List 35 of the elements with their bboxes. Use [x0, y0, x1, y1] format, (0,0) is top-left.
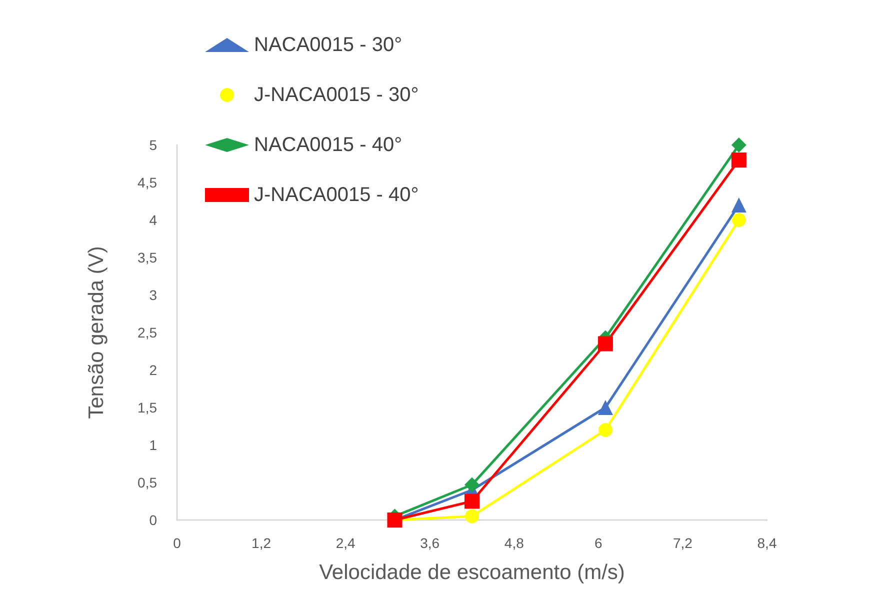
point: [731, 152, 746, 168]
y-tick-label: 0,5: [138, 474, 158, 490]
y-tick-label: 1: [149, 437, 158, 453]
y-tick-label: 4,5: [138, 174, 158, 190]
legend-label: NACA0015 - 30°: [254, 34, 402, 56]
y-tick-label: 1,5: [138, 400, 158, 416]
point: [464, 477, 480, 492]
legend-label: J-NACA0015 - 40°: [254, 184, 419, 206]
point: [732, 213, 746, 227]
x-tick-label: 2,4: [336, 535, 356, 551]
point: [731, 198, 746, 212]
x-tick-label: 3,6: [420, 535, 440, 551]
x-tick-label: 7,2: [672, 535, 693, 551]
y-tick-label: 3: [149, 287, 158, 303]
y-tick-label: 3,5: [138, 250, 158, 266]
x-tick-label: 6: [594, 535, 603, 551]
point: [731, 138, 746, 152]
legend-label: NACA0015 - 40°: [254, 134, 402, 156]
x-tick-label: 0: [173, 535, 182, 551]
y-tick-label: 0: [149, 512, 158, 528]
point: [464, 494, 480, 509]
point: [465, 509, 479, 524]
y-tick-label: 4: [149, 212, 158, 228]
point: [598, 400, 613, 415]
point: [598, 336, 613, 352]
legend-label: J-NACA0015 - 30°: [254, 84, 419, 106]
y-tick-label: 5: [149, 137, 158, 153]
x-axis-title: Velocidade de escoamento (m/s): [319, 561, 625, 584]
point: [598, 423, 612, 437]
x-tick-label: 8,4: [757, 535, 777, 551]
x-tick-label: 4,8: [504, 535, 524, 551]
x-tick-label: 1,2: [252, 535, 272, 551]
y-tick-label: 2,5: [138, 324, 158, 340]
y-tick-label: 2: [149, 362, 158, 378]
y-axis-title: Tensão gerada (V): [85, 246, 108, 419]
